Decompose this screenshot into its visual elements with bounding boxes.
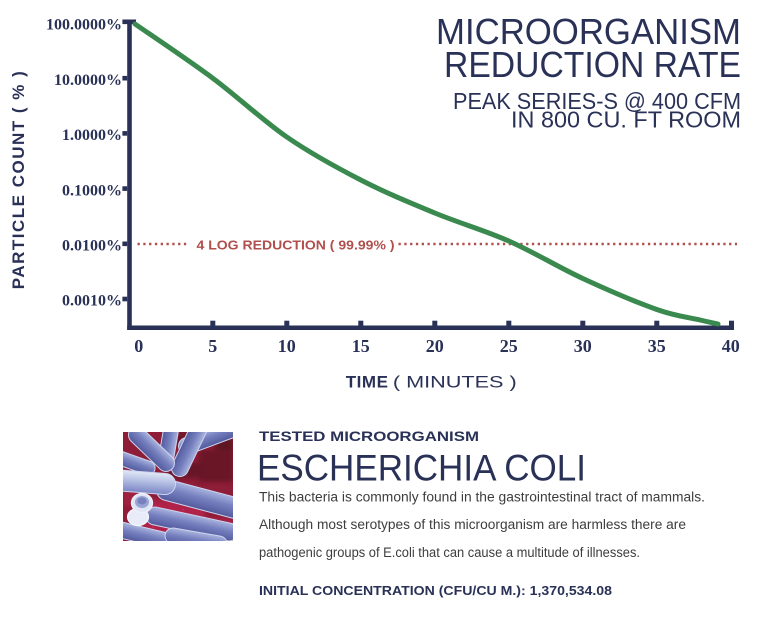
- svg-text:ESCHERICHIA COLI: ESCHERICHIA COLI: [257, 447, 586, 489]
- svg-text:15: 15: [352, 336, 370, 356]
- svg-text:( MINUTES ): ( MINUTES ): [393, 373, 517, 392]
- svg-text:REDUCTION RATE: REDUCTION RATE: [444, 44, 741, 85]
- svg-text:1.0000%: 1.0000%: [62, 127, 122, 144]
- svg-text:IN 800 CU. FT ROOM: IN 800 CU. FT ROOM: [511, 107, 741, 133]
- svg-text:4 LOG REDUCTION ( 99.99% ): 4 LOG REDUCTION ( 99.99% ): [197, 237, 395, 252]
- svg-text:40: 40: [722, 336, 740, 356]
- svg-text:10.0000%: 10.0000%: [54, 72, 122, 89]
- svg-text:PEAK SERIES-S @ 400 CFM: PEAK SERIES-S @ 400 CFM: [453, 88, 741, 114]
- svg-text:5: 5: [208, 336, 217, 356]
- svg-text:TESTED MICROORGANISM: TESTED MICROORGANISM: [259, 428, 479, 444]
- svg-text:Although most serotypes of thi: Although most serotypes of this microorg…: [259, 517, 686, 532]
- svg-text:25: 25: [500, 336, 518, 356]
- svg-text:30: 30: [574, 336, 592, 356]
- svg-text:0.0100%: 0.0100%: [62, 238, 122, 255]
- svg-text:0.0010%: 0.0010%: [62, 293, 122, 310]
- svg-text:PARTICLE COUNT ( % ): PARTICLE COUNT ( % ): [9, 70, 28, 290]
- svg-text:100.0000%: 100.0000%: [46, 17, 122, 34]
- svg-text:This bacteria is commonly foun: This bacteria is commonly found in the g…: [259, 490, 705, 505]
- svg-text:10: 10: [278, 336, 296, 356]
- svg-text:35: 35: [648, 336, 666, 356]
- svg-text:0.1000%: 0.1000%: [62, 182, 122, 199]
- svg-text:20: 20: [426, 336, 444, 356]
- svg-text:TIME: TIME: [346, 373, 389, 392]
- svg-text:INITIAL CONCENTRATION (CFU/CU: INITIAL CONCENTRATION (CFU/CU M.): 1,370…: [259, 583, 612, 598]
- svg-text:0: 0: [134, 336, 143, 356]
- svg-text:MICROORGANISM: MICROORGANISM: [436, 11, 741, 52]
- svg-text:pathogenic groups of E.coli th: pathogenic groups of E.coli that can cau…: [259, 545, 640, 560]
